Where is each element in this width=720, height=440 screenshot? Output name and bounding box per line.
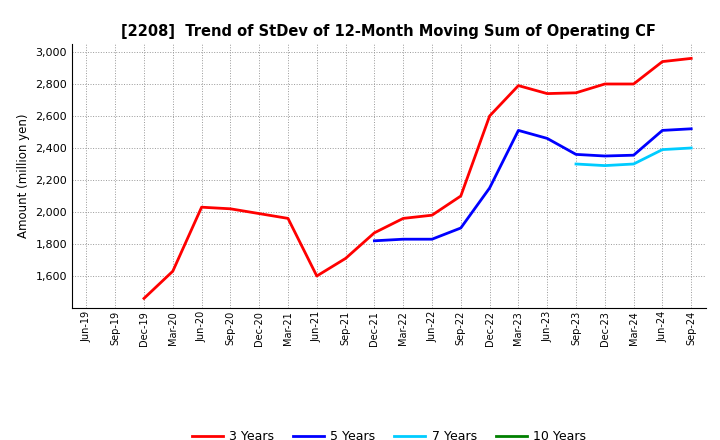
Legend: 3 Years, 5 Years, 7 Years, 10 Years: 3 Years, 5 Years, 7 Years, 10 Years: [186, 425, 591, 440]
Title: [2208]  Trend of StDev of 12-Month Moving Sum of Operating CF: [2208] Trend of StDev of 12-Month Moving…: [122, 24, 656, 39]
Y-axis label: Amount (million yen): Amount (million yen): [17, 114, 30, 238]
